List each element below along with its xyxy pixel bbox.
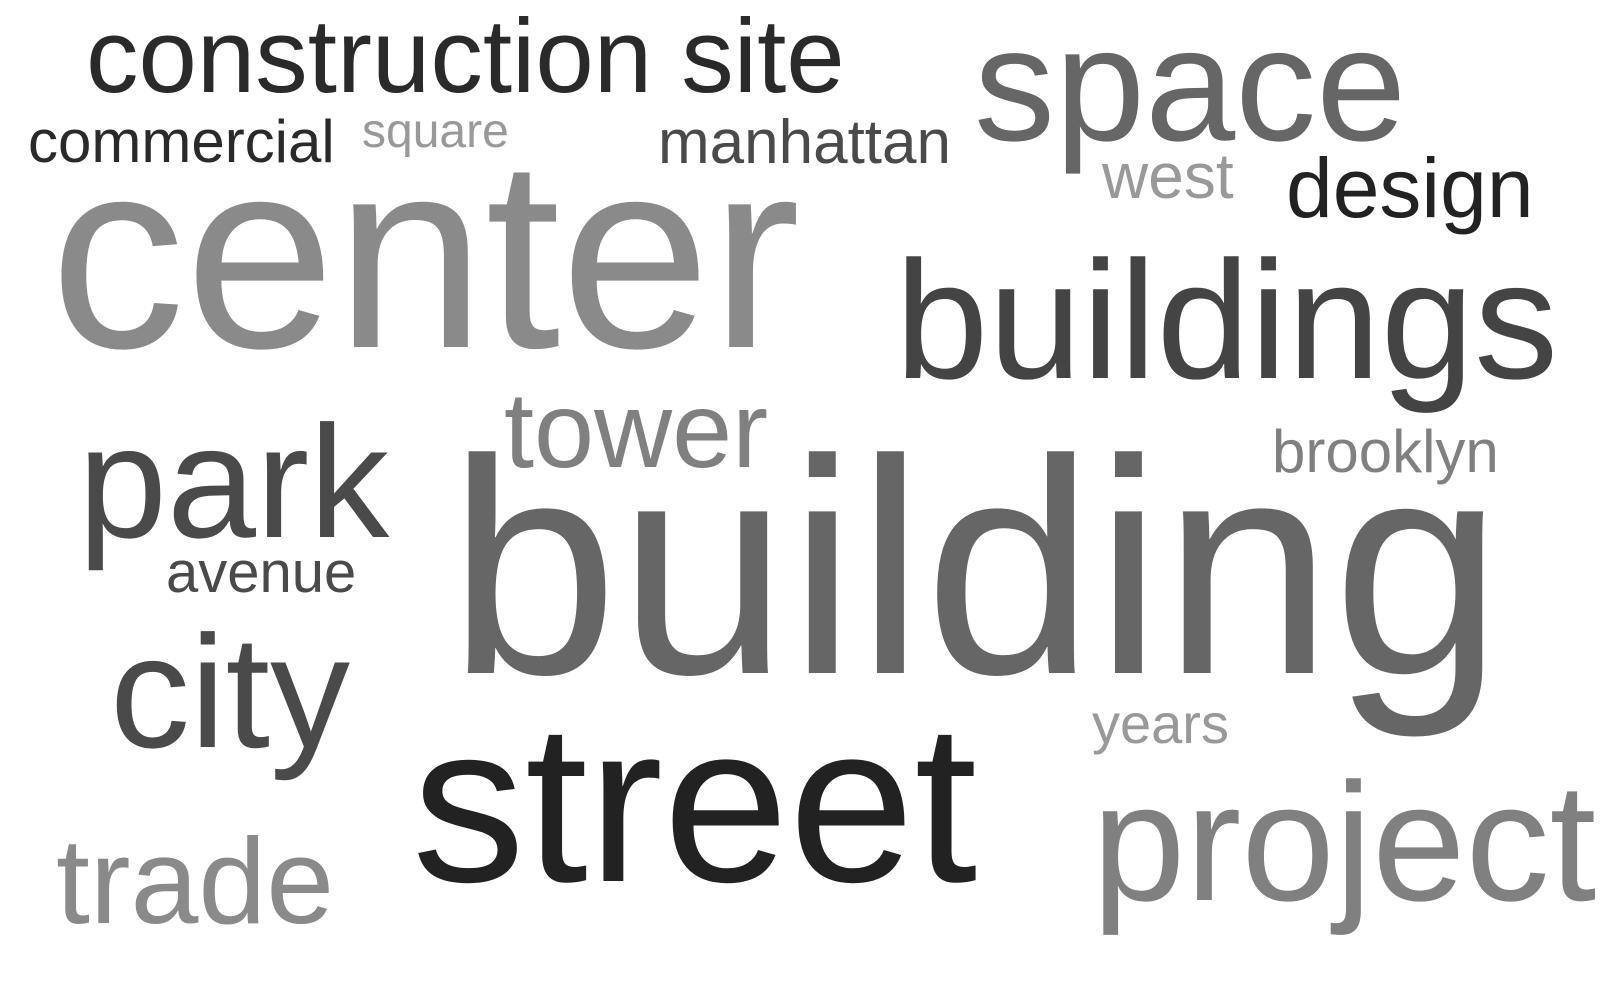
word-avenue: avenue — [166, 540, 357, 605]
word-buildings: buildings — [895, 226, 1559, 414]
word-street: street — [412, 676, 978, 929]
word-center: center — [50, 104, 801, 405]
word-construction-site: construction site — [86, 0, 845, 115]
word-space: space — [974, 0, 1407, 175]
word-manhattan: manhattan — [658, 108, 951, 177]
word-commercial: commercial — [28, 108, 335, 175]
word-brooklyn: brooklyn — [1272, 418, 1499, 485]
word-building: building — [448, 396, 1503, 738]
word-park: park — [78, 392, 390, 571]
word-square: square — [362, 105, 509, 158]
word-design: design — [1286, 141, 1534, 235]
word-trade: trade — [56, 813, 335, 949]
word-years: years — [1092, 692, 1229, 755]
word-tower: tower — [504, 369, 769, 490]
word-project: project — [1092, 748, 1597, 936]
word-city: city — [110, 602, 350, 781]
word-west: west — [1102, 140, 1234, 212]
